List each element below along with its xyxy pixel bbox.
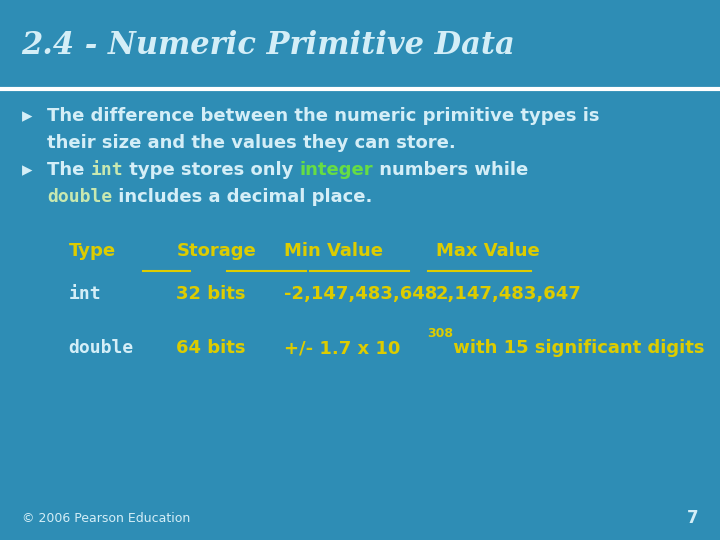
Text: type stores only: type stores only [123,161,300,179]
Text: 7: 7 [687,509,698,528]
Text: ▸: ▸ [22,160,32,180]
Text: The difference between the numeric primitive types is: The difference between the numeric primi… [47,107,599,125]
Bar [0,0,720,89]
Text: with 15 significant digits: with 15 significant digits [446,339,704,357]
Text: © 2006 Pearson Education: © 2006 Pearson Education [22,512,190,525]
Text: 64 bits: 64 bits [176,339,246,357]
Text: Min Value: Min Value [284,242,384,260]
Text: their size and the values they can store.: their size and the values they can store… [47,134,456,152]
Text: 2.4 - Numeric Primitive Data: 2.4 - Numeric Primitive Data [22,30,516,62]
Text: integer: integer [300,161,373,179]
Text: ▸: ▸ [22,106,32,126]
Text: numbers while: numbers while [373,161,528,179]
Text: 32 bits: 32 bits [176,285,246,303]
Text: double: double [68,339,134,357]
Text: Max Value: Max Value [436,242,539,260]
Text: double: double [47,188,112,206]
Text: The: The [47,161,91,179]
Text: int: int [91,161,123,179]
Text: 308: 308 [427,327,453,340]
Text: Type: Type [68,242,115,260]
Text: +/- 1.7 x 10: +/- 1.7 x 10 [284,339,401,357]
Text: int: int [68,285,101,303]
Text: Storage: Storage [176,242,256,260]
Text: includes a decimal place.: includes a decimal place. [112,188,372,206]
Text: -2,147,483,648: -2,147,483,648 [284,285,438,303]
Text: 2,147,483,647: 2,147,483,647 [436,285,581,303]
